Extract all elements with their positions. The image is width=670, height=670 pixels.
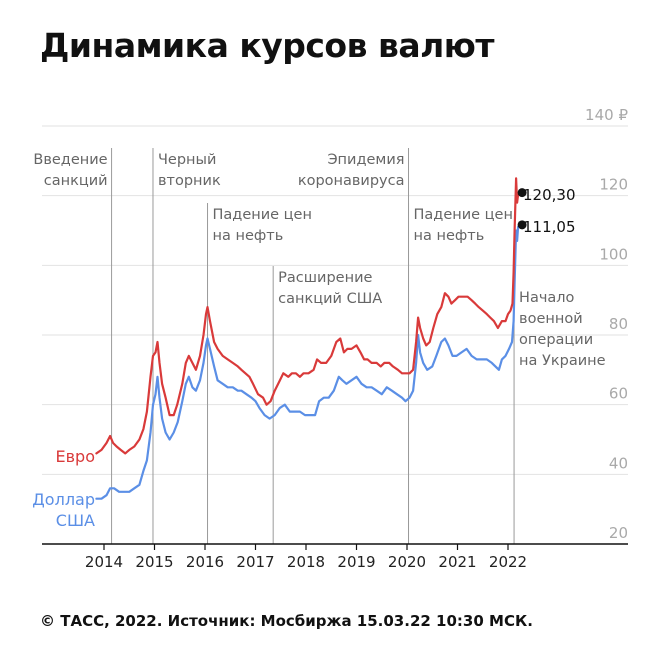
y-axis-labels: 20 40 60 80 100 120 140 ₽ — [585, 106, 628, 542]
page-title: Динамика курсов валют — [40, 26, 495, 65]
x-tick-label-2018: 2018 — [287, 553, 325, 571]
event-label-5-1: на нефть — [414, 228, 485, 244]
series-line-euro — [95, 177, 520, 455]
event-label-5-0: Падение цен — [414, 207, 513, 223]
series-lines — [95, 177, 527, 500]
grid-layer — [42, 125, 628, 475]
usd-end-value: 111,05 — [523, 218, 576, 236]
euro-end-value: 120,30 — [523, 186, 576, 204]
x-tick-label-2022: 2022 — [489, 553, 527, 571]
event-label-6-1: военной — [519, 311, 583, 327]
x-tick-label-2019: 2019 — [337, 553, 375, 571]
end-dot-usd — [517, 220, 527, 230]
y-tick-label-60: 60 — [609, 385, 628, 403]
x-tick-label-2017: 2017 — [236, 553, 274, 571]
legend-usd-label-line1: Доллар — [32, 490, 95, 509]
event-label-1-0: Черный — [158, 152, 216, 168]
y-tick-label-120: 120 — [599, 176, 628, 194]
event-label-2-1: на нефть — [213, 228, 284, 244]
event-label-2-0: Падение цен — [213, 207, 312, 223]
event-label-6-0: Начало — [519, 290, 575, 306]
end-dot-euro — [517, 188, 527, 198]
x-tick-label-2014: 2014 — [85, 553, 123, 571]
event-label-3-1: санкций США — [278, 291, 382, 307]
event-annotations: Введение санкций Черный вторник Падение цен н… — [33, 148, 606, 544]
x-tick-label-2015: 2015 — [135, 553, 173, 571]
legend-euro-label: Евро — [56, 447, 95, 466]
y-tick-label-140: 140 ₽ — [585, 106, 628, 124]
event-label-4-0: Эпидемия — [327, 152, 404, 168]
series-labels: Евро Доллар США 120,30 111,05 — [32, 186, 575, 530]
event-label-1-1: вторник — [158, 173, 221, 189]
series-line-usd — [95, 225, 520, 500]
event-label-6-2: операции — [519, 332, 593, 348]
y-tick-label-20: 20 — [609, 524, 628, 542]
x-tick-label-2020: 2020 — [388, 553, 426, 571]
event-label-4-1: коронавируса — [298, 173, 405, 189]
event-label-0-1: санкций — [44, 173, 108, 189]
legend-usd-label-line2: США — [56, 511, 95, 530]
y-tick-label-80: 80 — [609, 315, 628, 333]
x-tick-label-2021: 2021 — [438, 553, 476, 571]
event-label-3-0: Расширение — [278, 270, 372, 286]
y-tick-label-40: 40 — [609, 454, 628, 472]
y-tick-label-100: 100 — [599, 245, 628, 263]
x-axis: 2014 2015 2016 2017 2018 2019 2020 2021 2022 — [42, 543, 628, 571]
event-label-0-0: Введение — [33, 152, 107, 168]
event-label-6-3: на Украине — [519, 353, 606, 369]
x-tick-label-2016: 2016 — [186, 553, 224, 571]
source-footer: © ТАСС, 2022. Источник: Мосбиржа 15.03.2… — [40, 612, 533, 630]
